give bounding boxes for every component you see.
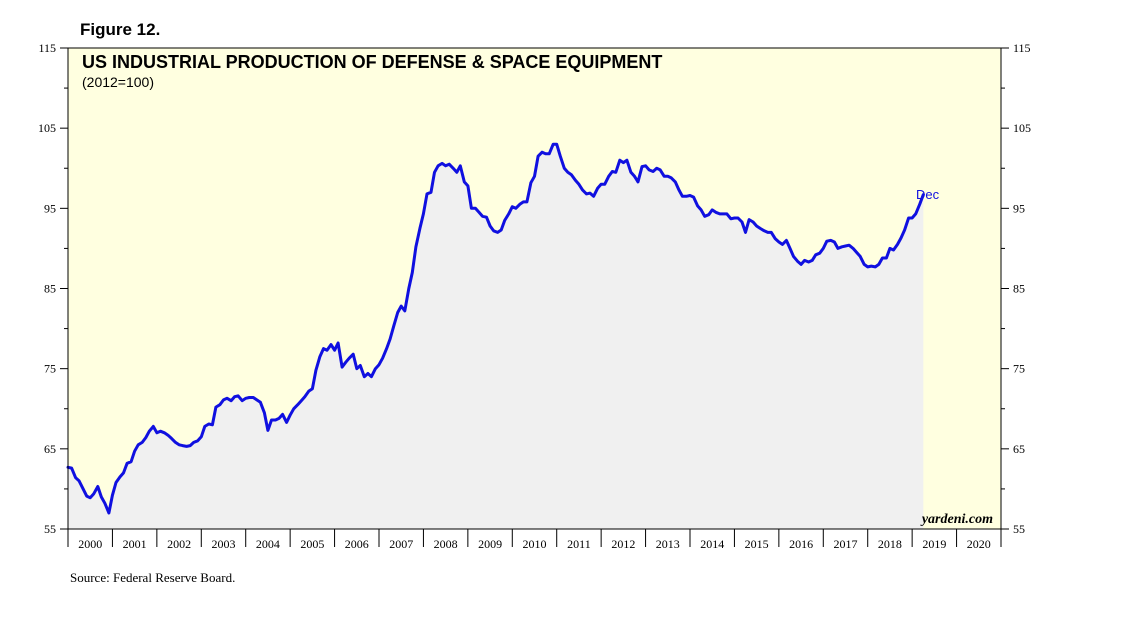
x-tick-label: 2005: [300, 537, 324, 551]
y-tick-right-label: 55: [1013, 522, 1025, 536]
x-tick-label: 2017: [834, 537, 858, 551]
x-tick-label: 2009: [478, 537, 502, 551]
x-tick-label: 2011: [567, 537, 591, 551]
series-area: [68, 144, 924, 529]
y-tick-left-label: 115: [38, 41, 56, 55]
x-tick-label: 2013: [656, 537, 680, 551]
source-note: Source: Federal Reserve Board.: [70, 570, 235, 585]
y-tick-right-label: 115: [1013, 41, 1031, 55]
x-tick-label: 2008: [434, 537, 458, 551]
y-axis-right: 55 65 75 85 95 105 115: [1001, 41, 1031, 536]
y-tick-left-label: 65: [44, 442, 56, 456]
x-tick-label: 2014: [700, 537, 724, 551]
plot-frame: [67, 47, 1002, 530]
y-tick-left-label: 105: [38, 121, 56, 135]
y-tick-right-label: 95: [1013, 201, 1025, 215]
y-tick-left-label: 55: [44, 522, 56, 536]
x-tick-label: 2012: [611, 537, 635, 551]
x-tick-label: 2007: [389, 537, 413, 551]
y-tick-left-label: 75: [44, 362, 56, 376]
x-tick-label: 2004: [256, 537, 280, 551]
figure-label: Figure 12.: [80, 20, 160, 39]
y-tick-right-label: 75: [1013, 362, 1025, 376]
y-tick-left-label: 85: [44, 282, 56, 296]
x-tick-label: 2010: [523, 537, 547, 551]
y-tick-right-label: 65: [1013, 442, 1025, 456]
y-tick-right-label: 105: [1013, 121, 1031, 135]
x-tick-label: 2016: [789, 537, 813, 551]
brand-watermark: yardeni.com: [920, 512, 993, 527]
x-tick-label: 2002: [167, 537, 191, 551]
latest-point-label: Dec: [916, 187, 940, 202]
x-tick-label: 2006: [345, 537, 369, 551]
y-tick-left-label: 95: [44, 201, 56, 215]
x-tick-label: 2000: [78, 537, 102, 551]
x-axis: 2000 2001 2002 2003 2004 2005 2006 2007 2008 2009…: [67, 529, 1002, 551]
y-tick-right-label: 85: [1013, 282, 1025, 296]
series-line: [66, 142, 925, 515]
x-tick-label: 2001: [123, 537, 147, 551]
x-tick-label: 2003: [212, 537, 236, 551]
chart-subtitle: (2012=100): [82, 74, 154, 90]
chart-title: US INDUSTRIAL PRODUCTION OF DEFENSE & SP…: [82, 52, 662, 72]
x-tick-label: 2019: [922, 537, 946, 551]
x-tick-label: 2015: [745, 537, 769, 551]
y-axis-left: 55 65 75 85 95 105 115: [38, 41, 68, 536]
x-tick-label: 2020: [967, 537, 991, 551]
x-tick-label: 2018: [878, 537, 902, 551]
